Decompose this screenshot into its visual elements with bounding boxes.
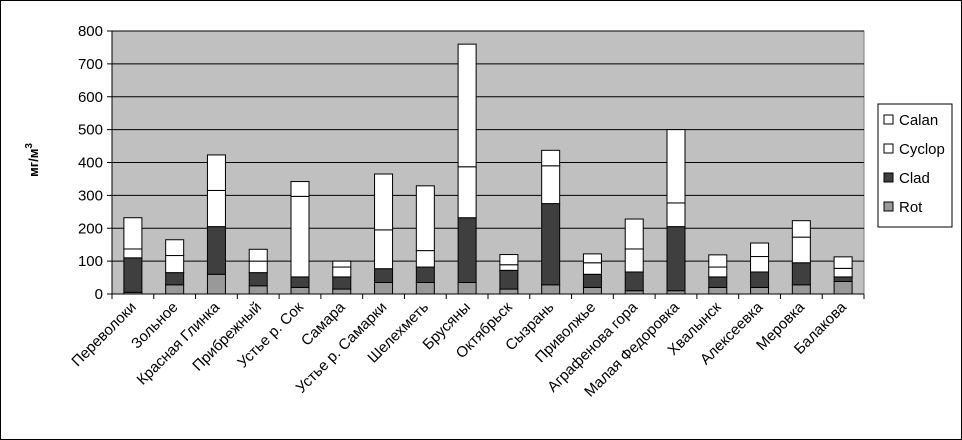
bar-clad-5 <box>332 276 352 290</box>
bar-rot-9 <box>499 288 519 295</box>
legend-swatch-cyclop <box>883 143 894 154</box>
bar-cyclop-1 <box>165 255 185 274</box>
bar-cyclop-0 <box>123 248 143 259</box>
bar-calan-7 <box>415 185 435 252</box>
bar-rot-3 <box>248 285 268 295</box>
y-axis-label: мг/м3 <box>24 143 41 177</box>
bar-rot-1 <box>165 284 185 295</box>
gridlines <box>112 30 864 262</box>
bar-clad-11 <box>582 273 602 288</box>
bar-cyclop-4 <box>290 195 310 278</box>
bar-clad-14 <box>708 276 728 288</box>
bar-rot-2 <box>206 273 226 295</box>
bar-clad-2 <box>206 226 226 275</box>
bar-clad-10 <box>541 203 561 286</box>
bar-rot-5 <box>332 288 352 295</box>
bar-cyclop-16 <box>791 236 811 264</box>
bar-cyclop-9 <box>499 264 519 271</box>
bar-clad-15 <box>750 271 770 288</box>
bar-calan-14 <box>708 254 728 268</box>
legend-label-rot: Rot <box>899 199 923 216</box>
bar-rot-11 <box>582 286 602 295</box>
bars <box>123 43 853 295</box>
bar-rot-15 <box>750 286 770 295</box>
bar-clad-4 <box>290 276 310 288</box>
bar-calan-4 <box>290 181 310 197</box>
bar-calan-5 <box>332 260 352 268</box>
y-tick-label: 800 <box>78 23 103 40</box>
bar-calan-17 <box>833 256 853 269</box>
bar-calan-12 <box>624 218 644 250</box>
bar-clad-12 <box>624 271 644 292</box>
legend: Calan Cyclop Clad Rot <box>877 103 953 228</box>
y-tick-label: 0 <box>95 286 103 303</box>
y-tick-label: 200 <box>78 220 103 237</box>
bar-calan-0 <box>123 217 143 250</box>
bar-calan-9 <box>499 254 519 266</box>
bar-cyclop-17 <box>833 267 853 278</box>
bar-rot-17 <box>833 281 853 295</box>
y-axis-ticks: 0 100 200 300 400 500 600 700 800 <box>78 23 112 303</box>
bar-clad-16 <box>791 262 811 286</box>
y-tick-label: 600 <box>78 89 103 106</box>
bar-calan-11 <box>582 253 602 264</box>
legend-label-calan: Calan <box>899 112 938 129</box>
bar-rot-8 <box>457 281 477 295</box>
legend-label-cyclop: Cyclop <box>899 141 945 158</box>
legend-swatch-calan <box>883 114 894 125</box>
bar-clad-6 <box>374 268 394 283</box>
bar-cyclop-14 <box>708 266 728 278</box>
bar-cyclop-15 <box>750 256 770 273</box>
bar-rot-7 <box>415 281 435 295</box>
bar-rot-14 <box>708 286 728 295</box>
bar-clad-8 <box>457 217 477 283</box>
x-category-label: Переволоки <box>68 299 139 370</box>
y-tick-label: 700 <box>78 56 103 73</box>
bar-calan-8 <box>457 43 477 168</box>
bar-clad-1 <box>165 272 185 286</box>
legend-swatch-rot <box>883 201 894 212</box>
bar-cyclop-13 <box>666 202 686 228</box>
bar-cyclop-8 <box>457 166 477 219</box>
bar-clad-9 <box>499 269 519 290</box>
bar-calan-6 <box>374 173 394 231</box>
bar-rot-6 <box>374 281 394 295</box>
legend-label-clad: Clad <box>899 170 930 187</box>
bar-cyclop-10 <box>541 165 561 205</box>
y-axis-label-text: мг/м <box>26 149 41 177</box>
bar-clad-17 <box>833 276 853 283</box>
bar-cyclop-12 <box>624 248 644 273</box>
bar-clad-3 <box>248 272 268 287</box>
bar-cyclop-6 <box>374 229 394 270</box>
y-axis-label-superscript: 3 <box>24 143 35 149</box>
bar-rot-16 <box>791 284 811 295</box>
bar-calan-3 <box>248 248 268 262</box>
bar-calan-1 <box>165 239 185 257</box>
bar-clad-0 <box>123 257 143 293</box>
bar-calan-15 <box>750 242 770 258</box>
bar-calan-13 <box>666 129 686 204</box>
bar-rot-4 <box>290 286 310 295</box>
bar-cyclop-2 <box>206 189 226 228</box>
bar-calan-10 <box>541 149 561 167</box>
bar-cyclop-3 <box>248 260 268 274</box>
y-tick-label: 400 <box>78 155 103 172</box>
bar-calan-16 <box>791 220 811 238</box>
bar-rot-10 <box>541 284 561 295</box>
y-tick-label: 100 <box>78 253 103 270</box>
bar-clad-13 <box>666 226 686 292</box>
bar-calan-2 <box>206 154 226 191</box>
y-tick-label: 300 <box>78 187 103 204</box>
bar-cyclop-5 <box>332 266 352 278</box>
bar-cyclop-11 <box>582 262 602 275</box>
bar-clad-7 <box>415 266 435 283</box>
legend-swatch-clad <box>883 172 894 183</box>
y-tick-label: 500 <box>78 122 103 139</box>
bar-cyclop-7 <box>415 250 435 268</box>
